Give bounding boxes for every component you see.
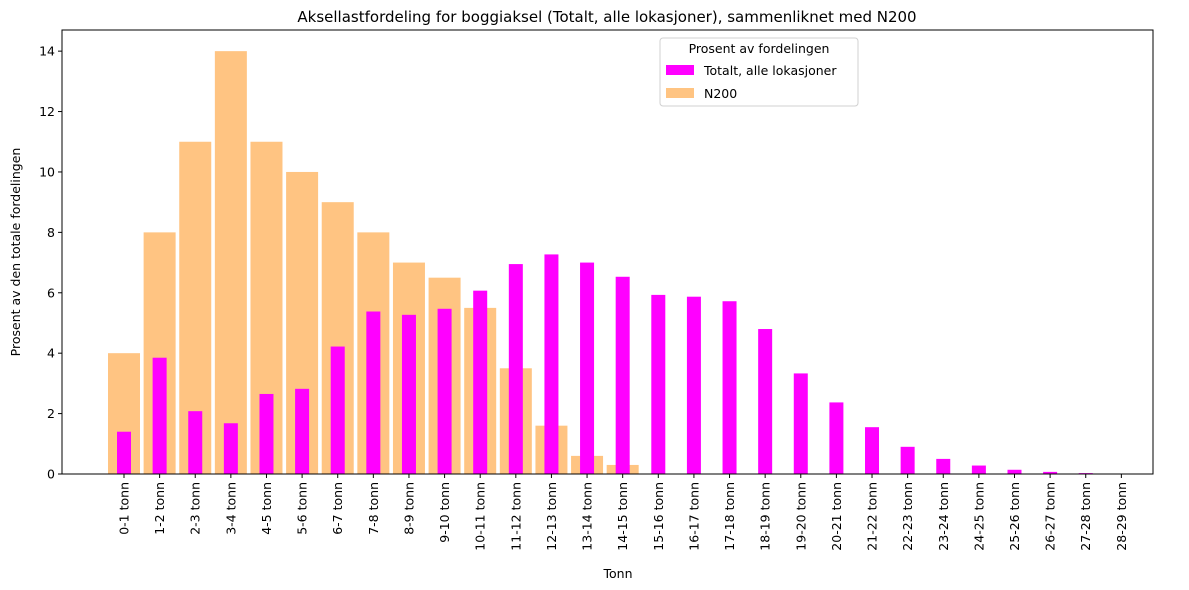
- x-tick-label: 15-16 tonn: [651, 482, 666, 551]
- legend: Prosent av fordelingen Totalt, alle loka…: [659, 37, 859, 107]
- legend-box: [659, 37, 859, 107]
- x-tick-label: 27-28 tonn: [1078, 482, 1093, 551]
- x-tick-label: 28-29 tonn: [1114, 482, 1129, 551]
- x-tick-label: 4-5 tonn: [259, 482, 274, 535]
- x-tick-label: 24-25 tonn: [971, 482, 986, 551]
- x-tick-label: 16-17 tonn: [686, 482, 701, 551]
- x-tick-label: 14-15 tonn: [615, 482, 630, 551]
- x-tick-label: 1-2 tonn: [152, 482, 167, 535]
- total-bar: [686, 296, 701, 474]
- total-bar: [544, 254, 559, 474]
- total-bar: [758, 329, 773, 474]
- y-tick-label: 6: [47, 285, 55, 300]
- n200-series: [108, 51, 639, 475]
- total-bar: [793, 373, 808, 474]
- x-tick-label: 19-20 tonn: [793, 482, 808, 551]
- x-tick-label: 10-11 tonn: [473, 482, 488, 551]
- total-bar: [295, 388, 310, 474]
- x-tick-label: 7-8 tonn: [366, 482, 381, 535]
- total-bar: [1007, 469, 1022, 474]
- x-axis-label: Tonn: [602, 566, 632, 581]
- y-tick-label: 12: [39, 104, 55, 119]
- y-tick-label: 2: [47, 406, 55, 421]
- x-tick-label: 25-26 tonn: [1007, 482, 1022, 551]
- x-tick-label: 18-19 tonn: [758, 482, 773, 551]
- total-bar: [722, 301, 737, 474]
- x-tick-label: 12-13 tonn: [544, 482, 559, 551]
- x-tick-label: 8-9 tonn: [401, 482, 416, 535]
- total-bar: [188, 411, 203, 474]
- x-tick-label: 20-21 tonn: [829, 482, 844, 551]
- legend-swatch-total: [666, 65, 694, 75]
- y-tick-label: 14: [39, 44, 55, 59]
- y-tick-label: 0: [47, 467, 55, 482]
- legend-label-total: Totalt, alle lokasjoner: [703, 63, 837, 78]
- y-tick-label: 10: [39, 164, 55, 179]
- legend-swatch-n200: [666, 88, 694, 98]
- total-bar: [223, 423, 238, 474]
- x-tick-label: 5-6 tonn: [295, 482, 310, 535]
- legend-label-n200: N200: [704, 86, 737, 101]
- x-tick-label: 13-14 tonn: [580, 482, 595, 551]
- x-tick-label: 23-24 tonn: [936, 482, 951, 551]
- x-tick-label: 3-4 tonn: [223, 482, 238, 535]
- total-bar: [437, 308, 452, 474]
- x-tick-label: 21-22 tonn: [865, 482, 880, 551]
- x-tick-label: 22-23 tonn: [900, 482, 915, 551]
- total-bar: [615, 276, 630, 474]
- total-bar: [508, 264, 523, 474]
- y-tick-label: 4: [47, 346, 55, 361]
- x-tick-label: 9-10 tonn: [437, 482, 452, 543]
- total-bar: [580, 262, 595, 474]
- x-tick-label: 26-27 tonn: [1043, 482, 1058, 551]
- x-axis: 0-1 tonn 1-2 tonn 2-3 tonn 3-4 tonn 4-5 tonn…: [117, 474, 1129, 551]
- y-axis: 0 2 4 6 8 10 12 14: [39, 44, 62, 482]
- total-series: [117, 254, 1129, 474]
- x-tick-label: 0-1 tonn: [117, 482, 132, 535]
- x-tick-label: 17-18 tonn: [722, 482, 737, 551]
- total-bar: [829, 402, 844, 474]
- total-bar: [259, 393, 274, 474]
- plot-frame: [61, 29, 1154, 475]
- y-axis-label: Prosent av den totale fordelingen: [8, 148, 23, 357]
- total-bar: [900, 446, 915, 474]
- total-bar: [117, 431, 131, 474]
- total-bar: [152, 357, 167, 474]
- x-tick-label: 2-3 tonn: [188, 482, 203, 535]
- total-bar: [865, 427, 880, 474]
- x-tick-label: 6-7 tonn: [330, 482, 345, 535]
- total-bar: [473, 290, 488, 474]
- total-bar: [401, 314, 416, 474]
- total-bar: [971, 465, 986, 474]
- x-tick-label: 11-12 tonn: [508, 482, 523, 551]
- total-bar: [366, 311, 381, 474]
- n200-bar: [214, 51, 247, 475]
- total-bar: [1043, 471, 1058, 474]
- legend-title: Prosent av fordelingen: [689, 41, 830, 56]
- chart-title: Aksellastfordeling for boggiaksel (Total…: [297, 8, 916, 26]
- total-bar: [330, 346, 345, 474]
- total-bar: [651, 294, 666, 474]
- y-tick-label: 8: [47, 225, 55, 240]
- total-bar: [936, 458, 951, 474]
